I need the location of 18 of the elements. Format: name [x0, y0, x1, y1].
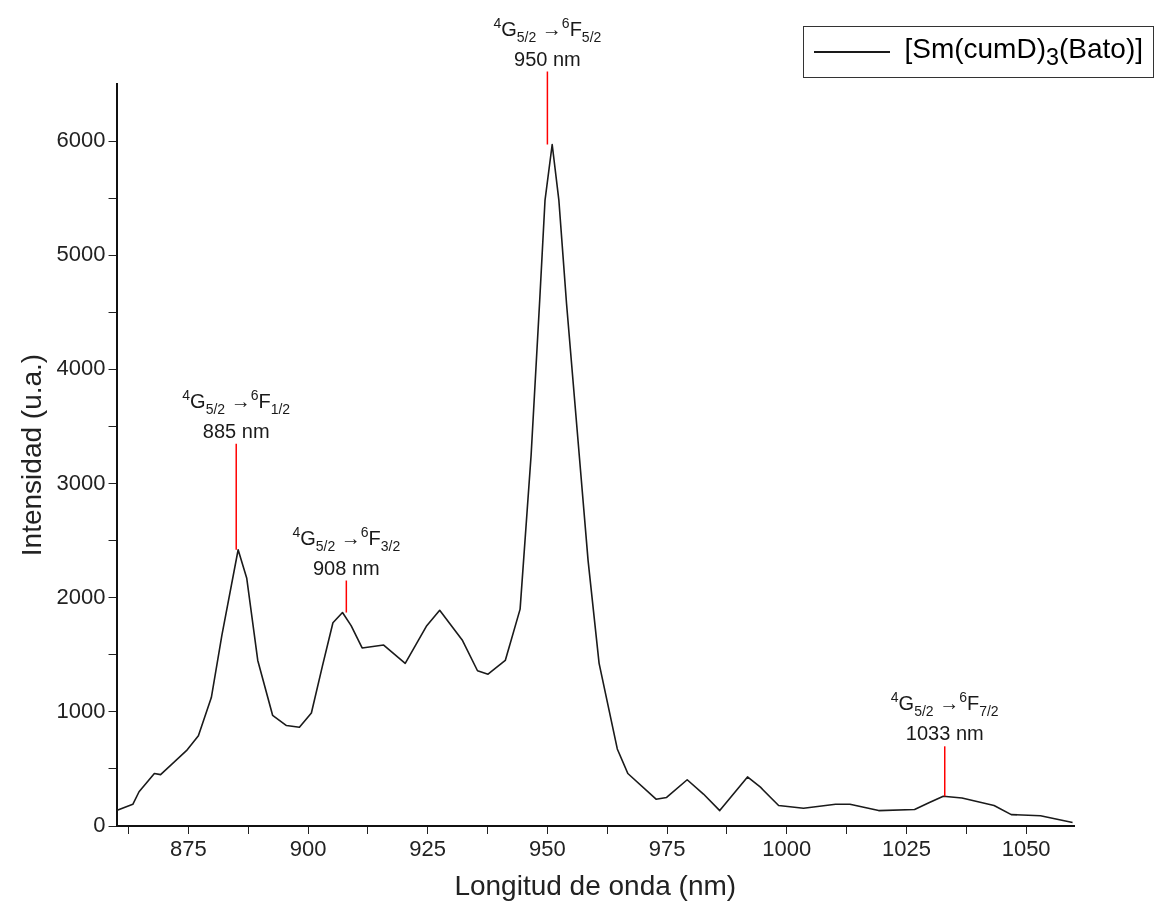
y-tick-label: 4000 — [56, 355, 106, 381]
y-tick-label: 6000 — [56, 127, 106, 153]
x-tick-label: 1000 — [762, 836, 812, 862]
y-tick-label: 3000 — [56, 469, 106, 495]
y-axis-title: Intensidad (u.a.) — [15, 353, 47, 557]
x-axis-title: Longitud de onda (nm) — [454, 869, 737, 901]
x-tick-label: 975 — [648, 836, 686, 862]
x-tick-label: 900 — [289, 836, 327, 862]
y-tick-label: 1000 — [56, 697, 106, 723]
x-tick-label: 1050 — [1001, 836, 1051, 862]
y-tick-label: 5000 — [56, 241, 106, 267]
legend-label: [Sm(cumD)$_{3}$(Bato)] — [904, 33, 1143, 71]
x-tick-label: 925 — [409, 836, 447, 862]
y-tick-label: 2000 — [56, 583, 106, 609]
x-tick-label: 875 — [169, 836, 207, 862]
y-tick-label: 0 — [93, 812, 106, 838]
x-tick-label: 950 — [529, 836, 566, 862]
x-tick-label: 1025 — [881, 836, 931, 862]
